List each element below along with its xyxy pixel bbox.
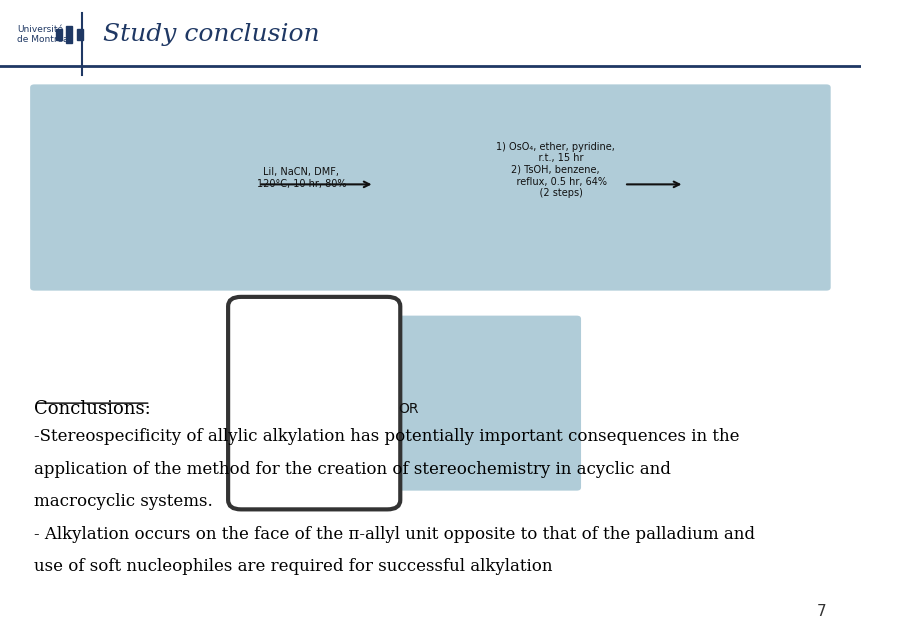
Text: - Alkylation occurs on the face of the π-allyl unit opposite to that of the pall: - Alkylation occurs on the face of the π… [34,526,756,542]
Text: Study conclusion: Study conclusion [103,23,320,46]
Bar [56,29,62,40]
Text: 7: 7 [816,604,826,619]
Bar [66,26,73,43]
FancyBboxPatch shape [366,316,581,491]
Text: use of soft nucleophiles are required for successful alkylation: use of soft nucleophiles are required fo… [34,558,553,575]
Text: Conclusions:: Conclusions: [34,400,151,418]
Text: application of the method for the creation of stereochemistry in acyclic and: application of the method for the creati… [34,461,671,478]
Text: 1) OsO₄, ether, pyridine,
    r.t., 15 hr
2) TsOH, benzene,
    reflux, 0.5 hr, : 1) OsO₄, ether, pyridine, r.t., 15 hr 2)… [496,142,615,198]
Text: -Stereospecificity of allylic alkylation has potentially important consequences : -Stereospecificity of allylic alkylation… [34,428,740,445]
Text: Université
de Montréal: Université de Montréal [17,24,72,44]
Text: OR: OR [399,402,419,416]
Bar [76,29,83,40]
Text: LiI, NaCN, DMF,
120°C, 10 hr, 80%: LiI, NaCN, DMF, 120°C, 10 hr, 80% [257,168,346,189]
FancyBboxPatch shape [229,297,400,509]
FancyBboxPatch shape [30,84,831,291]
Text: macrocyclic systems.: macrocyclic systems. [34,493,213,510]
